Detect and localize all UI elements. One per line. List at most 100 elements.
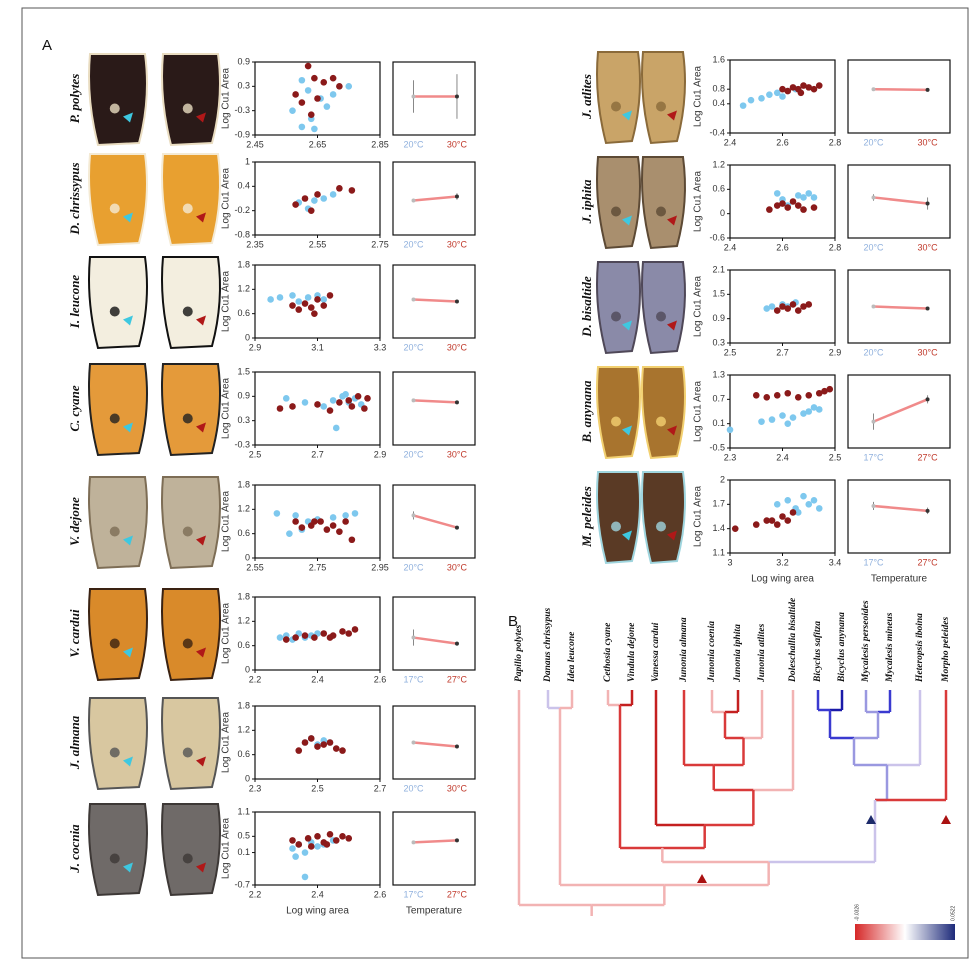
- wing-photo: [597, 262, 640, 353]
- x-tick-label: 2.3: [724, 452, 737, 462]
- data-point: [758, 95, 765, 102]
- wing-spot: [110, 104, 120, 114]
- data-point: [732, 525, 739, 532]
- reaction-line: [414, 840, 457, 842]
- data-point: [289, 302, 296, 309]
- data-point: [805, 408, 812, 415]
- species-label: V. dejone: [67, 497, 82, 546]
- x-tick-label: 2.4: [776, 452, 789, 462]
- data-point: [299, 99, 306, 106]
- data-point: [311, 518, 318, 525]
- y-axis-label: Log Cu1 Area: [693, 65, 704, 127]
- data-point: [784, 497, 791, 504]
- wing-spot: [110, 748, 120, 758]
- data-point: [790, 198, 797, 205]
- plot-frame: [848, 60, 950, 133]
- data-point: [333, 837, 340, 844]
- y-tick-label: 0: [245, 552, 250, 562]
- x-tick-label: 2.4: [724, 137, 737, 147]
- data-point: [314, 833, 321, 840]
- wing-photo: [89, 698, 147, 789]
- temperature-label: 17°C: [403, 674, 424, 684]
- taxon-label: Junonia almana: [679, 617, 689, 683]
- temperature-label: 20°C: [863, 137, 884, 147]
- x-tick-label: 2.5: [311, 783, 324, 793]
- data-point: [800, 206, 807, 213]
- y-axis-label: Log Cu1 Area: [221, 602, 232, 664]
- y-tick-label: 0.3: [237, 415, 250, 425]
- data-point: [305, 294, 312, 301]
- mean-point: [926, 307, 930, 311]
- wing-spot: [110, 414, 120, 424]
- reaction-line: [414, 196, 457, 200]
- y-tick-label: 0.9: [237, 391, 250, 401]
- wing-photo: [162, 698, 220, 789]
- wing-photo: [162, 477, 220, 568]
- data-point: [299, 77, 306, 84]
- data-point: [811, 194, 818, 201]
- mean-point: [412, 513, 416, 517]
- data-point: [795, 394, 802, 401]
- mean-point: [412, 741, 416, 745]
- y-tick-label: 1.2: [237, 725, 250, 735]
- data-point: [295, 747, 302, 754]
- data-point: [302, 874, 309, 881]
- x-tick-label: 2.35: [246, 239, 264, 249]
- data-point: [314, 743, 321, 750]
- wing-spot: [611, 522, 621, 532]
- figure: A B P. polytesLog Cu1 Area-0.9-0.30.30.9…: [0, 0, 975, 968]
- x-axis-label: Log wing area: [751, 574, 814, 585]
- mean-point: [926, 88, 930, 92]
- y-tick-label: 0.1: [712, 418, 725, 428]
- x-tick-label: 2.5: [249, 449, 262, 459]
- data-point: [320, 296, 327, 303]
- reaction-line: [874, 399, 928, 421]
- data-point: [302, 300, 309, 307]
- wing-spot: [611, 417, 621, 427]
- y-tick-label: 1.2: [712, 159, 725, 169]
- data-point: [769, 416, 776, 423]
- taxon-label: Junonia atlites: [757, 623, 767, 683]
- data-point: [342, 391, 349, 398]
- temperature-label: 30°C: [447, 783, 468, 793]
- wing-photo: [89, 477, 147, 568]
- taxon-label: Vindula dejone: [627, 622, 637, 682]
- temperature-label: 20°C: [403, 449, 424, 459]
- data-point: [805, 190, 812, 197]
- data-point: [798, 90, 805, 97]
- mean-point: [926, 509, 930, 513]
- data-point: [330, 75, 337, 82]
- y-tick-label: 1.2: [237, 616, 250, 626]
- data-point: [292, 853, 299, 860]
- y-tick-label: 0.6: [237, 308, 250, 318]
- mean-point: [926, 202, 930, 206]
- data-point: [753, 521, 760, 528]
- data-point: [774, 307, 781, 314]
- wing-photo: [597, 52, 640, 143]
- y-tick-label: 0.3: [712, 337, 725, 347]
- data-point: [758, 418, 765, 425]
- taxon-label: Bicyclus safitza: [813, 621, 823, 683]
- y-tick-label: 0.7: [712, 394, 725, 404]
- data-point: [330, 191, 337, 198]
- wing-spot: [183, 639, 193, 649]
- plot-frame: [393, 597, 475, 670]
- mean-point: [872, 195, 876, 199]
- data-point: [349, 187, 356, 194]
- data-point: [314, 843, 321, 850]
- x-tick-label: 2.8: [829, 242, 842, 252]
- data-point: [795, 202, 802, 209]
- y-tick-label: -0.8: [234, 229, 250, 239]
- colorbar-label: 0.0522: [950, 905, 956, 921]
- mean-point: [926, 397, 930, 401]
- x-tick-label: 2.9: [249, 342, 262, 352]
- temperature-label: 30°C: [447, 449, 468, 459]
- wing-photo: [89, 364, 147, 455]
- x-tick-label: 2.65: [309, 139, 327, 149]
- data-point: [779, 93, 786, 100]
- temperature-label: 20°C: [863, 242, 884, 252]
- species-label: J. almana: [67, 715, 82, 770]
- y-tick-label: 1.8: [237, 700, 250, 710]
- temperature-label: 20°C: [863, 347, 884, 357]
- mean-point: [455, 745, 459, 749]
